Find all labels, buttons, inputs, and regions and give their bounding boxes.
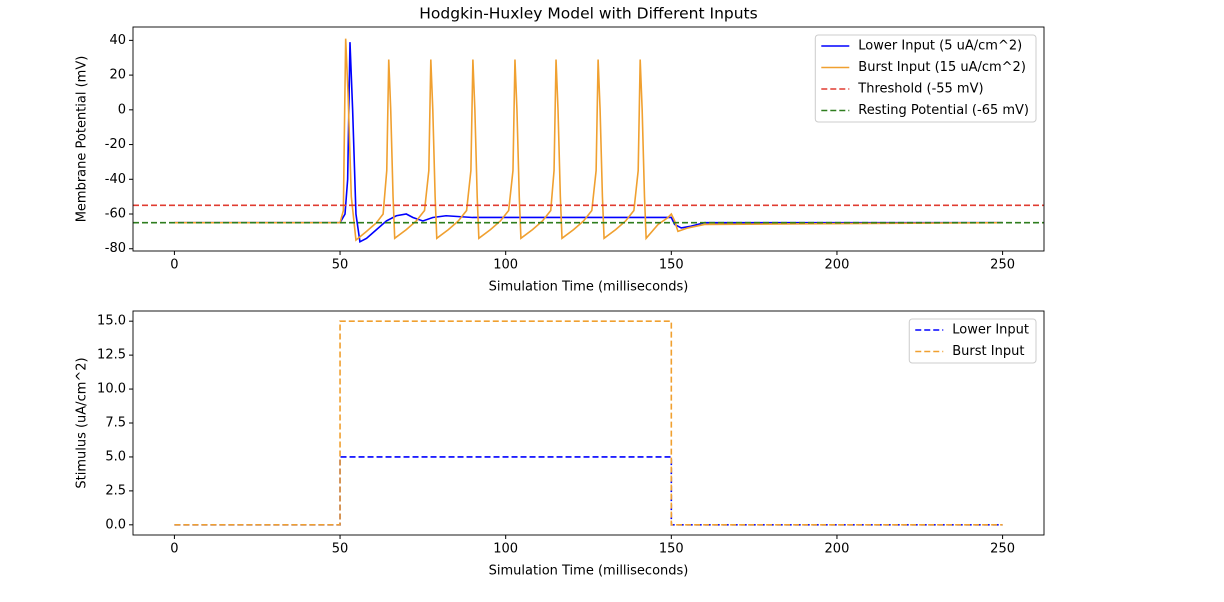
legend: Lower Input (5 uA/cm^2) Burst Input (15 u… [814, 34, 1037, 123]
legend-box [908, 318, 1037, 364]
x-tick-label: 100 [493, 258, 518, 273]
chart-title: Hodgkin-Huxley Model with Different Inpu… [419, 5, 757, 23]
y-tick-label: 10.0 [97, 382, 126, 397]
y-tick-label: 0 [118, 102, 126, 117]
x-tick-label: 50 [332, 258, 349, 273]
y-tick-label: 2.5 [105, 483, 126, 498]
y-tick-label: 0.0 [105, 517, 126, 532]
x-tick-label: 250 [990, 258, 1015, 273]
y-axis-label: Membrane Potential (mV) [75, 56, 90, 223]
plot-frame [132, 26, 1045, 252]
y-tick-label: 40 [109, 33, 126, 48]
x-tick-label: 250 [990, 542, 1015, 557]
series-line [174, 456, 1003, 526]
series-line [174, 320, 1003, 526]
y-tick-label: -40 [105, 172, 126, 187]
y-tick-label: 12.5 [97, 348, 126, 363]
legend-label: Burst Input (15 uA/cm^2) [858, 60, 1026, 75]
y-tick-label: -80 [105, 241, 126, 256]
y-tick-label: 7.5 [105, 416, 126, 431]
x-tick-label: 0 [170, 542, 178, 557]
x-tick-label: 200 [825, 258, 850, 273]
y-tick-label: 15.0 [97, 314, 126, 329]
x-axis-label: Simulation Time (milliseconds) [489, 564, 689, 579]
y-tick-label: 20 [109, 68, 126, 83]
x-tick-label: 150 [659, 258, 684, 273]
legend-label: Resting Potential (-65 mV) [858, 103, 1029, 118]
x-axis-label: Simulation Time (milliseconds) [489, 280, 689, 295]
y-tick-label: -20 [105, 137, 126, 152]
legend-label: Burst Input [952, 344, 1024, 359]
legend-label: Lower Input (5 uA/cm^2) [858, 39, 1022, 54]
series-line [174, 38, 1003, 242]
x-tick-label: 200 [825, 542, 850, 557]
y-tick-label: 5.0 [105, 449, 126, 464]
legend-label: Lower Input [952, 323, 1029, 338]
legend-label: Threshold (-55 mV) [857, 82, 983, 97]
x-tick-label: 150 [659, 542, 684, 557]
y-tick-label: -60 [105, 207, 126, 222]
y-axis-label: Stimulus (uA/cm^2) [75, 357, 90, 488]
x-tick-label: 50 [332, 542, 349, 557]
x-tick-label: 0 [170, 258, 178, 273]
legend-box [814, 34, 1037, 123]
plot-frame [132, 310, 1045, 536]
x-tick-label: 100 [493, 542, 518, 557]
legend: Lower Input Burst Input [908, 318, 1037, 364]
